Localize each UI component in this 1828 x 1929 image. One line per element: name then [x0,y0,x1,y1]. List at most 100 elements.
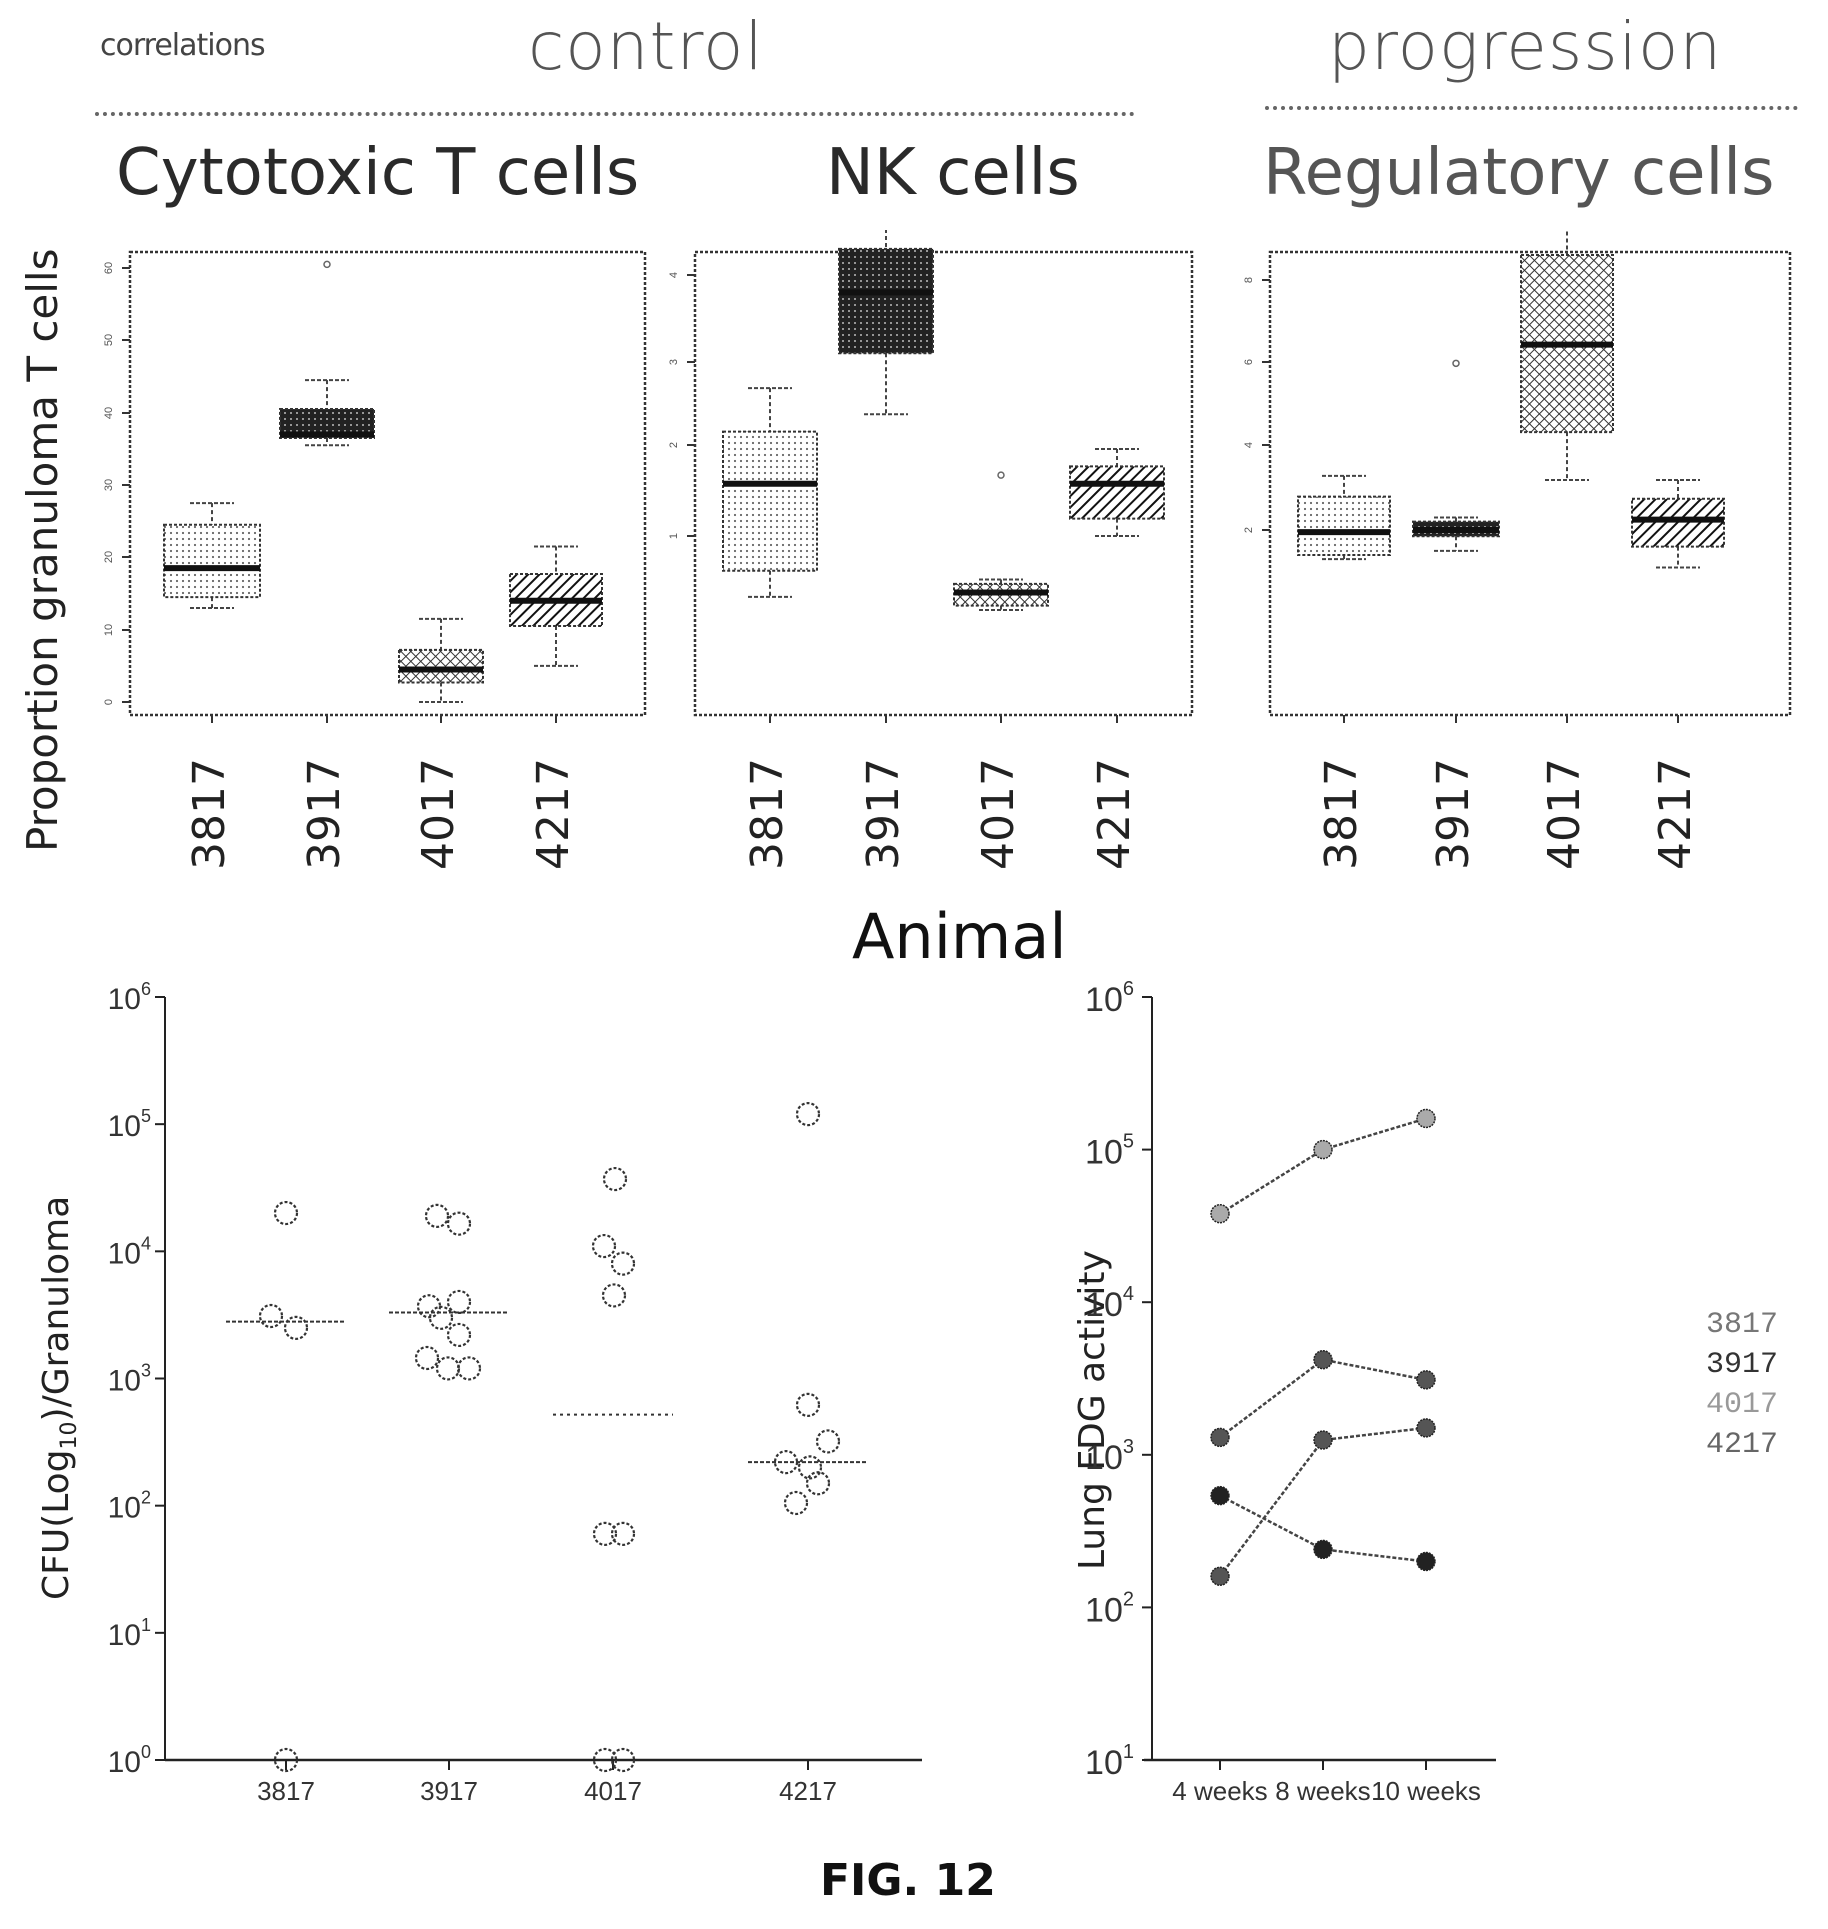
panel-title-cytotoxic: Cytotoxic T cells [116,136,640,210]
series-marker [1313,1430,1333,1450]
fdg-legend: 3817 3917 4017 4217 [1706,1305,1778,1465]
data-point [414,1345,440,1371]
y-tick-label: 10 [103,624,115,636]
y-tick-label: 1 [668,533,680,539]
series-marker [1313,1349,1333,1370]
box-4217 [509,545,603,723]
y-tick-label: 4 [668,272,680,278]
series-marker [1313,1139,1333,1160]
data-point [592,1747,618,1773]
box-4217 [1631,479,1725,723]
box-panel-regulatory: 2 4 6 8 [1243,230,1792,723]
y-tick-label: 104 [108,1233,151,1270]
fdg-line-chart: 101 102 103 104 105 106 4 weeks 8 weeks 10 weeks [1085,980,1496,1806]
x-tick-label: 8 weeks [1275,1776,1370,1806]
y-tick-label: 102 [108,1488,151,1525]
data-point [446,1211,472,1236]
series-marker [1210,1427,1230,1448]
data-point [592,1521,618,1546]
data-point [273,1747,299,1773]
series-line [1219,1117,1427,1215]
progression-divider [1265,106,1798,110]
data-point [258,1303,284,1329]
series-4017 [1210,1418,1436,1587]
data-point [273,1200,299,1226]
y-tick-label: 20 [103,551,115,563]
box-iqr [1069,465,1165,520]
series-marker [1416,1551,1436,1572]
box-4017 [953,471,1049,723]
figure-label: FIG. 12 [820,1855,996,1906]
series-3917 [1210,1349,1436,1448]
scatter-group-4217 [748,1101,868,1516]
y-tick-label: 60 [103,262,115,274]
series-marker [1210,1485,1230,1506]
panel-title-nk: NK cells [826,136,1080,210]
data-point [591,1233,617,1259]
data-point [456,1356,482,1381]
box-iqr [838,247,934,355]
category-label: 4217 [1650,758,1701,870]
series-line [1219,1358,1427,1439]
category-label: 3817 [1316,758,1367,870]
box-x-axis-label: Animal [852,900,1067,973]
box-iqr [1297,495,1391,556]
correlations-label: correlations [100,28,266,63]
x-tick-label: 10 weeks [1371,1776,1481,1806]
category-label: 3817 [742,758,793,870]
category-label: 3917 [1428,758,1479,870]
outlier-point [1452,359,1460,368]
data-point [805,1471,831,1496]
panel-title-regulatory: Regulatory cells [1263,136,1775,210]
y-tick-label: 30 [103,479,115,491]
y-tick-label: 6 [1243,359,1255,365]
legend-item-3917: 3917 [1706,1348,1779,1382]
data-point [795,1101,821,1127]
data-point [446,1289,472,1315]
series-marker [1416,1108,1436,1129]
category-label: 4217 [528,758,579,870]
box-3917 [838,230,934,723]
data-point [416,1294,442,1319]
x-tick-label: 3817 [257,1776,315,1806]
series-marker [1210,1203,1230,1224]
series-3817 [1210,1108,1436,1224]
y-tick-label: 106 [1085,980,1134,1019]
outlier-point [997,471,1005,479]
group-label-control: control [528,8,764,85]
data-point [795,1392,821,1418]
data-point [610,1521,636,1546]
series-marker [1313,1539,1333,1560]
y-tick-label: 0 [103,699,115,705]
x-tick-label: 4 weeks [1172,1776,1267,1806]
y-tick-label: 3 [668,359,680,365]
data-point [773,1450,799,1475]
y-tick-label: 40 [103,407,115,419]
x-tick-label: 3917 [420,1776,478,1806]
y-tick-label: 2 [668,442,680,448]
box-3817 [163,502,261,723]
scatter-group-3817 [226,1200,346,1773]
series-marker [1416,1370,1436,1390]
y-tick-label: 101 [108,1615,151,1652]
data-point [435,1356,461,1381]
outlier-point [323,260,331,269]
y-tick-label: 106 [108,980,151,1016]
y-tick-label: 4 [1243,442,1255,448]
y-tick-label: 104 [1085,1283,1134,1324]
category-label: 4017 [413,758,464,870]
data-point [815,1429,841,1454]
box-4217 [1069,448,1165,723]
category-label: 4217 [1089,758,1140,870]
data-point [601,1283,627,1308]
box-3917 [1412,359,1500,723]
data-point [283,1315,309,1340]
series-marker [1416,1418,1436,1438]
box-plots: 0 10 20 30 40 50 60 1 2 3 4 2 4 6 8 [103,230,1792,723]
data-point [783,1490,809,1516]
box-panel-nk: 1 2 3 4 [668,230,1194,723]
category-label: 3917 [858,758,909,870]
data-point [602,1166,628,1192]
y-tick-label: 105 [108,1106,151,1143]
data-point [428,1305,454,1330]
